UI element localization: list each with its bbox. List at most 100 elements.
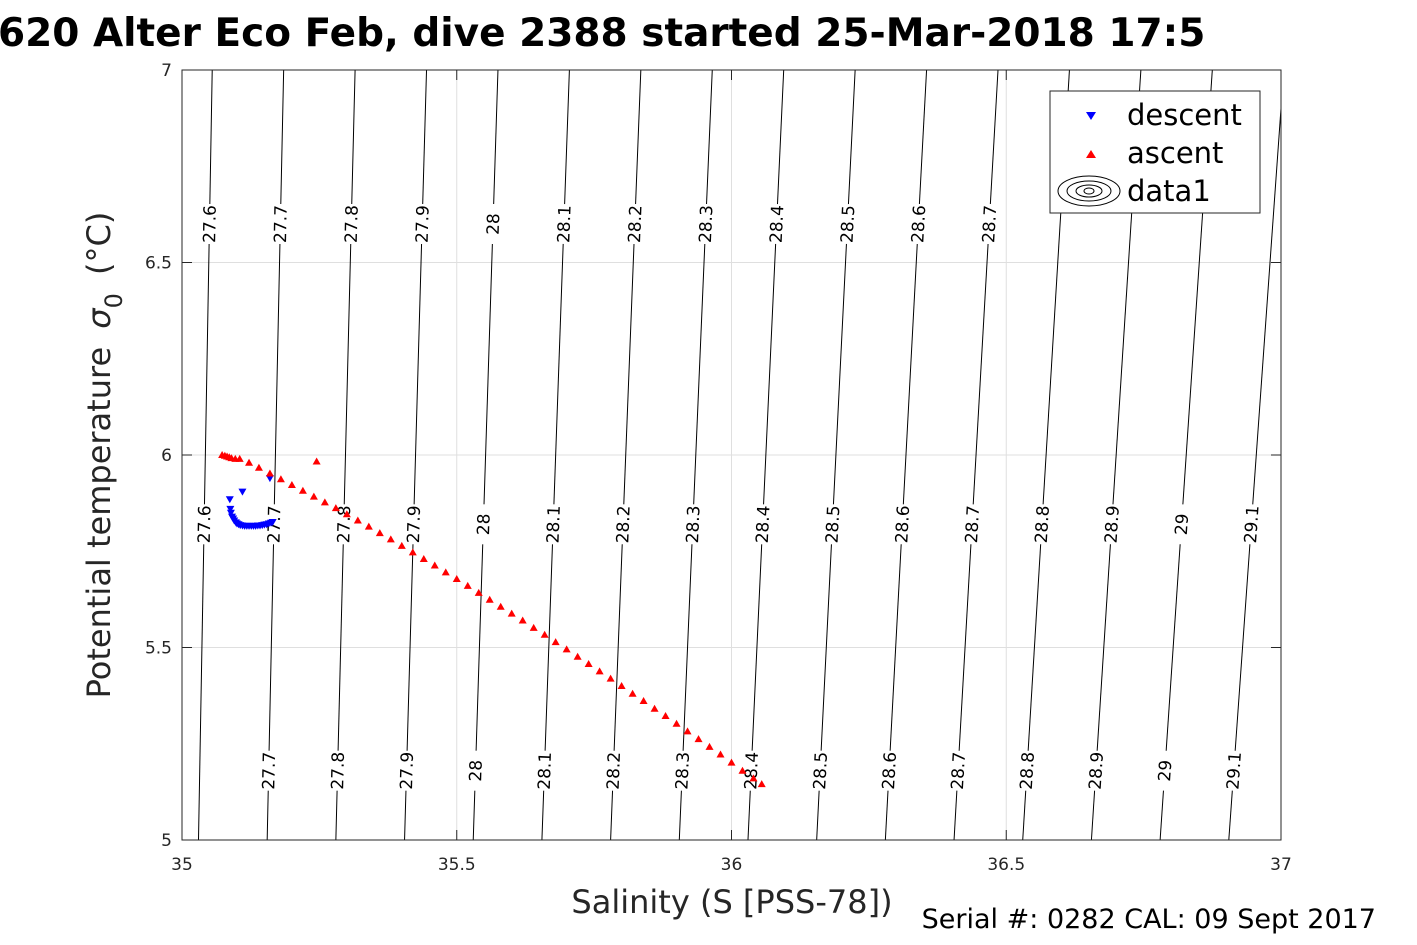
x-axis-ticks: 35 35.5 36 36.5 37	[171, 70, 1292, 875]
svg-text:Potential temperature σ0: Potential temperature σ0 (°C)	[80, 212, 130, 699]
contour-label: 28.7	[962, 505, 984, 544]
contour-label-mask	[341, 203, 361, 245]
contour-label-mask	[270, 203, 290, 245]
contour-label-mask	[473, 504, 494, 545]
contour-line	[678, 70, 713, 840]
ascent-point	[683, 727, 692, 735]
ascent-point	[639, 697, 648, 705]
contour-label-mask	[766, 203, 787, 245]
contour-label: 28.1	[544, 505, 565, 544]
ascent-point	[245, 458, 254, 466]
x-tick-label: 36	[721, 855, 743, 875]
contour-label: 28.9	[1086, 751, 1108, 790]
contour-line	[610, 70, 642, 840]
contour-label: 27.9	[397, 752, 418, 790]
contour-label: 28.3	[672, 751, 694, 790]
contour-label-mask	[412, 203, 432, 245]
contour-label: 27.6	[200, 205, 221, 243]
ascent-point	[595, 667, 604, 675]
contour-label-mask	[908, 203, 929, 245]
descent-point	[268, 518, 277, 526]
y-axis-label-main: Potential temperature	[80, 347, 118, 699]
y-axis-label-subscript: 0	[100, 293, 128, 308]
ascent-point	[661, 712, 670, 720]
descent-point	[238, 488, 247, 496]
y-tick-label: 6.5	[145, 254, 172, 274]
contour-label: 29.1	[1241, 505, 1264, 544]
contour-label: 27.7	[265, 505, 286, 543]
ascent-point	[312, 457, 321, 465]
contour-label: 27.7	[271, 205, 292, 243]
ascent-point	[320, 498, 329, 506]
x-tick-label: 35.5	[438, 855, 476, 875]
contour-label: 28.7	[979, 205, 1001, 244]
contour-label-mask	[892, 503, 913, 545]
contour-label-mask	[396, 750, 417, 791]
ascent-point	[617, 682, 626, 689]
contour-line	[1297, 70, 1355, 840]
ascent-point	[419, 554, 428, 562]
ascent-point	[716, 750, 725, 758]
contour-line	[816, 70, 856, 840]
legend-label-data1: data1	[1127, 174, 1211, 208]
y-axis-label-unit: (°C)	[80, 212, 118, 275]
y-axis-label-symbol: σ	[80, 307, 118, 329]
contour-label-mask	[837, 203, 858, 245]
ascent-point	[606, 674, 615, 682]
x-tick-label: 36.5	[987, 855, 1025, 875]
ascent-point	[757, 780, 766, 788]
ascent-point	[397, 541, 406, 549]
contour-label-mask	[1240, 503, 1262, 545]
descent-point	[226, 509, 235, 517]
contour-label: 28.3	[696, 205, 718, 244]
contour-label-mask	[1171, 503, 1192, 545]
contour-label-mask	[328, 750, 348, 791]
contour-label-mask	[947, 750, 969, 792]
ascent-point	[452, 574, 461, 582]
contour-label: 28	[466, 760, 487, 782]
contour-label-mask	[752, 503, 773, 545]
contour-label: 27.8	[334, 505, 355, 543]
data-series	[218, 451, 766, 788]
density-contours	[127, 70, 1355, 840]
x-tick-label: 37	[1270, 855, 1292, 875]
contour-label: 27.9	[413, 205, 434, 243]
contour-label-mask	[879, 750, 900, 792]
contour-label-mask	[603, 750, 624, 792]
ascent-point	[342, 510, 351, 518]
contour-label: 28.2	[613, 505, 634, 544]
ascent-point	[749, 774, 758, 782]
y-axis-ticks: 5 5.5 6 6.5 7	[145, 61, 1281, 851]
contour-label-mask	[672, 750, 693, 792]
ascent-point	[309, 492, 318, 500]
descent-point	[265, 475, 274, 483]
chart-title: 620 Alter Eco Feb, dive 2388 started 25-…	[0, 11, 1205, 56]
contour-label: 28.4	[741, 751, 763, 790]
contour-label: 28.2	[604, 751, 625, 790]
ascent-point	[408, 548, 417, 556]
contour-label-mask	[1016, 750, 1038, 792]
contour-line	[127, 70, 141, 840]
contour-label: 28.3	[683, 505, 705, 544]
descent-point	[225, 496, 234, 504]
ascent-point	[298, 486, 307, 494]
contour-label: 28.4	[753, 505, 775, 544]
contour-line	[541, 70, 570, 840]
x-axis-label: Salinity (S [PSS-78])	[571, 883, 892, 921]
contour-label-mask	[1101, 503, 1122, 545]
contour-label: 29	[1172, 513, 1193, 536]
contour-label: 28.1	[535, 751, 556, 790]
contour-label: 28.4	[767, 205, 789, 244]
contour-label-mask	[1031, 503, 1053, 545]
contour-label-mask	[961, 503, 983, 545]
contour-label-mask	[483, 203, 503, 245]
contour-line	[266, 70, 285, 840]
contour-label-mask	[613, 503, 633, 545]
ascent-point	[386, 535, 395, 543]
ascent-point	[430, 561, 439, 569]
contour-label: 29.1	[1223, 751, 1246, 790]
ascent-point	[628, 689, 637, 697]
contour-label: 28.5	[838, 205, 860, 244]
ascent-point	[235, 454, 244, 462]
contour-label: 28.6	[879, 751, 901, 790]
